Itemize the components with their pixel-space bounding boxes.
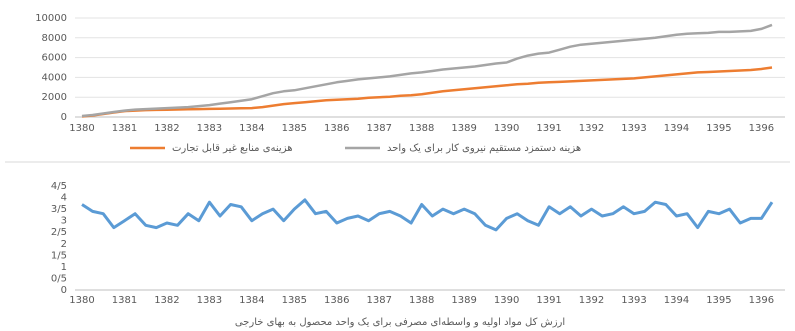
y-tick-label: 2/5 (51, 227, 67, 238)
y-tick-label: 0 (61, 285, 67, 296)
x-tick-label: 1381 (112, 295, 137, 306)
legend-label: هزینه‌ی منابع غیر قابل تجارت (172, 143, 293, 154)
x-tick-label: 1388 (409, 295, 434, 306)
y-tick-label: 1 (61, 262, 67, 273)
x-tick-label: 1380 (69, 123, 94, 134)
y-tick-label: 2 (61, 239, 67, 250)
y-tick-label: 3 (61, 216, 67, 227)
x-tick-label: 1384 (239, 123, 264, 134)
x-tick-label: 1386 (324, 295, 349, 306)
x-tick-label: 1386 (324, 123, 349, 134)
x-tick-label: 1395 (706, 295, 731, 306)
x-tick-label: 1396 (749, 123, 774, 134)
x-tick-label: 1390 (494, 295, 519, 306)
legend-label: هزینه دستمزد مستقیم نیروی کار برای یک وا… (387, 143, 581, 154)
x-tick-label: 1393 (621, 123, 646, 134)
y-tick-label: 0 (61, 112, 67, 123)
x-tick-label: 1381 (112, 123, 137, 134)
x-tick-label: 1395 (706, 123, 731, 134)
x-tick-label: 1390 (494, 123, 519, 134)
y-tick-label: 1/5 (51, 250, 67, 261)
x-tick-label: 1392 (579, 123, 604, 134)
x-tick-label: 1385 (282, 295, 307, 306)
x-tick-label: 1391 (536, 295, 561, 306)
y-tick-label: 6000 (42, 53, 67, 64)
y-tick-label: 4/5 (51, 181, 67, 192)
y-tick-label: 8000 (42, 33, 67, 44)
data-line (81, 198, 774, 232)
x-tick-label: 1394 (664, 295, 689, 306)
x-tick-label: 1396 (749, 295, 774, 306)
data-line (81, 66, 773, 118)
x-tick-label: 1384 (239, 295, 264, 306)
x-tick-label: 1382 (154, 295, 179, 306)
x-tick-label: 1387 (367, 123, 392, 134)
chart-title: ارزش کل مواد اولیه و واسطه‌ای مصرفی برای… (235, 317, 565, 328)
y-tick-label: 2000 (42, 92, 67, 103)
data-line (81, 23, 773, 118)
x-tick-label: 1383 (197, 295, 222, 306)
x-tick-label: 1389 (451, 295, 476, 306)
x-tick-label: 1388 (409, 123, 434, 134)
y-tick-label: 10000 (35, 13, 67, 24)
y-tick-label: 3/5 (51, 204, 67, 215)
y-tick-label: 4000 (42, 72, 67, 83)
x-tick-label: 1383 (197, 123, 222, 134)
x-tick-label: 1385 (282, 123, 307, 134)
x-tick-label: 1394 (664, 123, 689, 134)
x-tick-label: 1387 (367, 295, 392, 306)
x-tick-label: 1380 (69, 295, 94, 306)
x-tick-label: 1382 (154, 123, 179, 134)
x-tick-label: 1393 (621, 295, 646, 306)
x-tick-label: 1392 (579, 295, 604, 306)
x-tick-label: 1391 (536, 123, 561, 134)
y-tick-label: 4 (61, 193, 67, 204)
x-tick-label: 1389 (451, 123, 476, 134)
y-tick-label: 0/5 (51, 273, 67, 284)
